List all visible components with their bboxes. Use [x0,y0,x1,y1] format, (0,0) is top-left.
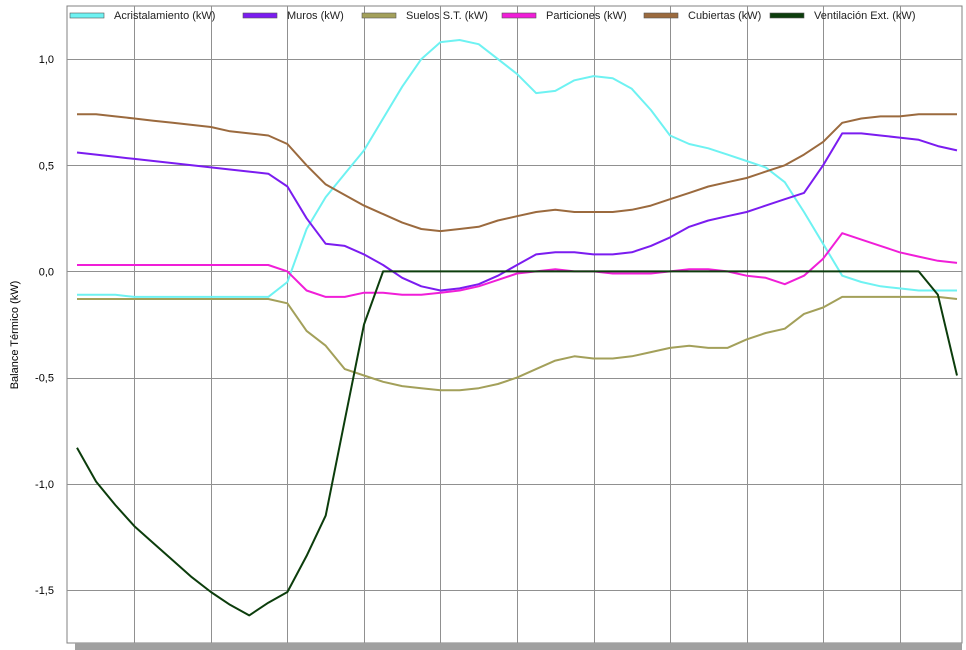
legend-label: Suelos S.T. (kW) [406,10,488,22]
legend-label: Cubiertas (kW) [688,10,761,22]
legend-item: Muros (kW) [242,10,344,22]
series-line-2 [76,132,958,292]
y-axis: 1,0 0,5 0,0 -0,5 -1,0 -1,5 [35,54,54,597]
y-tick-label: -0,5 [35,373,54,385]
x-axis-bar-fill[interactable] [75,643,962,650]
series-line-4 [77,232,958,298]
legend-item: Acristalamiento (kW) [69,10,215,22]
y-tick-label: -1,5 [35,585,54,597]
legend-item: Ventilación Ext. (kW) [769,10,915,22]
series-lines [76,39,958,617]
y-tick-label: 0,0 [39,266,54,278]
series-line-1 [77,39,957,298]
legend-label: Ventilación Ext. (kW) [814,10,915,22]
gridlines [67,6,962,643]
y-tick-label: 0,5 [39,160,54,172]
legend: Acristalamiento (kW) Muros (kW) Suelos S.T… [69,10,915,22]
legend-swatch [242,12,278,19]
legend-item: Cubiertas (kW) [643,10,761,22]
series-line-3 [77,295,958,392]
series-line-6 [76,270,958,617]
legend-item: Particiones (kW) [501,10,627,22]
y-tick-label: -1,0 [35,479,54,491]
x-axis-scrollbar[interactable] [75,643,962,650]
legend-swatch [361,12,397,19]
legend-swatch [69,12,105,19]
legend-label: Muros (kW) [287,10,344,22]
series-line-5 [77,113,957,233]
legend-label: Particiones (kW) [546,10,627,22]
legend-swatch [501,12,537,19]
y-tick-label: 1,0 [39,54,54,66]
plot-area [66,5,963,644]
plot-border [66,5,963,644]
legend-item: Suelos S.T. (kW) [361,10,488,22]
y-axis-title: Balance Térmico (kW) [9,281,21,390]
legend-swatch [769,12,805,19]
legend-label: Acristalamiento (kW) [114,10,215,22]
legend-swatch [643,12,679,19]
